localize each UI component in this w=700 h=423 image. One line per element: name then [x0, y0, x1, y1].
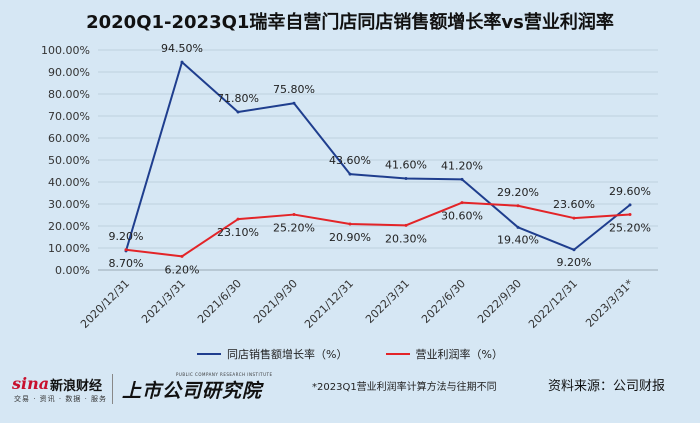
data-label-operating-margin: 30.60% [441, 210, 483, 223]
x-tick-label: 2021/12/31 [302, 277, 356, 331]
sina-finance-name: 新浪财经 [50, 379, 103, 394]
data-point-operating-margin [180, 254, 184, 258]
data-point-same-store-growth [572, 248, 576, 252]
data-label-same-store-growth: 43.60% [329, 154, 371, 167]
data-point-operating-margin [572, 216, 576, 220]
y-tick-label: 70.00% [48, 110, 90, 123]
data-point-same-store-growth [236, 110, 240, 114]
footer: sina 新浪财经 交易 · 资讯 · 数据 · 服务 上市公司研究院 PUBL… [0, 366, 700, 423]
footnote: *2023Q1营业利润率计算方法与往期不同 [312, 382, 497, 393]
data-label-operating-margin: 9.20% [109, 230, 144, 243]
data-point-same-store-growth [404, 176, 408, 180]
x-tick-label: 2020/12/31 [78, 277, 132, 331]
data-point-same-store-growth [516, 225, 520, 229]
series-line-operating-margin [125, 201, 631, 258]
y-tick-label: 20.00% [48, 220, 90, 233]
data-point-same-store-growth [292, 101, 296, 105]
data-label-operating-margin: 25.20% [273, 222, 315, 235]
data-point-operating-margin [628, 213, 632, 217]
legend-label-operating-margin: 营业利润率（%） [415, 348, 503, 361]
data-label-same-store-growth: 41.20% [441, 159, 483, 172]
data-point-operating-margin [516, 204, 520, 208]
legend-label-same-store-growth: 同店销售额增长率（%） [227, 348, 348, 361]
data-point-operating-margin [124, 248, 128, 252]
data-label-same-store-growth: 9.20% [557, 256, 592, 269]
data-label-operating-margin: 20.30% [385, 232, 427, 245]
x-tick-label: 2022/9/30 [475, 277, 524, 326]
x-tick-label: 2021/3/31 [139, 277, 188, 326]
data-point-operating-margin [460, 201, 464, 205]
data-point-same-store-growth [628, 203, 632, 207]
x-tick-label: 2023/3/31* [583, 277, 636, 330]
y-tick-label: 0.00% [55, 264, 90, 277]
research-institute-subtitle: PUBLIC COMPANY RESEARCH INSTITUTE [176, 372, 273, 377]
y-tick-label: 10.00% [48, 242, 90, 255]
y-tick-label: 50.00% [48, 154, 90, 167]
sina-logo: sina [12, 374, 50, 393]
x-tick-label: 2021/6/30 [195, 277, 244, 326]
data-label-same-store-growth: 8.70% [109, 257, 144, 270]
data-label-same-store-growth: 29.60% [609, 185, 651, 198]
legend-swatch-red [385, 353, 410, 355]
data-point-same-store-growth [460, 177, 464, 181]
y-tick-label: 40.00% [48, 176, 90, 189]
data-point-operating-margin [404, 223, 408, 227]
data-label-same-store-growth: 75.80% [273, 83, 315, 96]
data-label-same-store-growth: 19.40% [497, 233, 539, 246]
data-point-operating-margin [236, 217, 240, 221]
line-chart: 0.00% 10.00% 20.00% 30.00% 40.00% 50.00% 60.00… [41, 42, 658, 331]
x-tick-label: 2022/6/30 [419, 277, 468, 326]
data-point-operating-margin [292, 213, 296, 217]
series-line-same-store-growth [125, 61, 631, 252]
chart-legend: 同店销售额增长率（%） 营业利润率（%） [0, 346, 700, 362]
x-tick-label: 2021/9/30 [251, 277, 300, 326]
data-label-operating-margin: 6.20% [165, 263, 200, 276]
footer-divider [112, 374, 113, 404]
data-point-same-store-growth [180, 60, 184, 64]
sina-finance-tagline: 交易 · 资讯 · 数据 · 服务 [14, 395, 108, 403]
data-point-same-store-growth [348, 172, 352, 176]
y-tick-label: 30.00% [48, 198, 90, 211]
legend-item-operating-margin: 营业利润率（%） [385, 346, 503, 362]
data-label-operating-margin: 25.20% [609, 222, 651, 235]
data-label-operating-margin: 23.10% [217, 226, 259, 239]
data-label-operating-margin: 23.60% [553, 198, 595, 211]
y-tick-label: 60.00% [48, 132, 90, 145]
x-tick-label: 2022/12/31 [526, 277, 580, 331]
y-tick-label: 80.00% [48, 88, 90, 101]
data-source: 资料来源：公司财报 [548, 379, 666, 394]
data-label-same-store-growth: 71.80% [217, 92, 259, 105]
y-tick-label: 90.00% [48, 66, 90, 79]
research-institute-logo: 上市公司研究院 [122, 380, 263, 402]
chart-title: 2020Q1-2023Q1瑞幸自营门店同店销售额增长率vs营业利润率 [86, 12, 614, 33]
y-tick-label: 100.00% [41, 44, 90, 57]
data-label-operating-margin: 20.90% [329, 231, 371, 244]
data-label-same-store-growth: 94.50% [161, 42, 203, 55]
data-point-operating-margin [348, 222, 352, 226]
legend-swatch-blue [197, 353, 222, 355]
x-tick-label: 2022/3/31 [363, 277, 412, 326]
data-label-same-store-growth: 41.60% [385, 158, 427, 171]
data-label-operating-margin: 29.20% [497, 186, 539, 199]
legend-item-same-store-growth: 同店销售额增长率（%） [197, 346, 348, 362]
